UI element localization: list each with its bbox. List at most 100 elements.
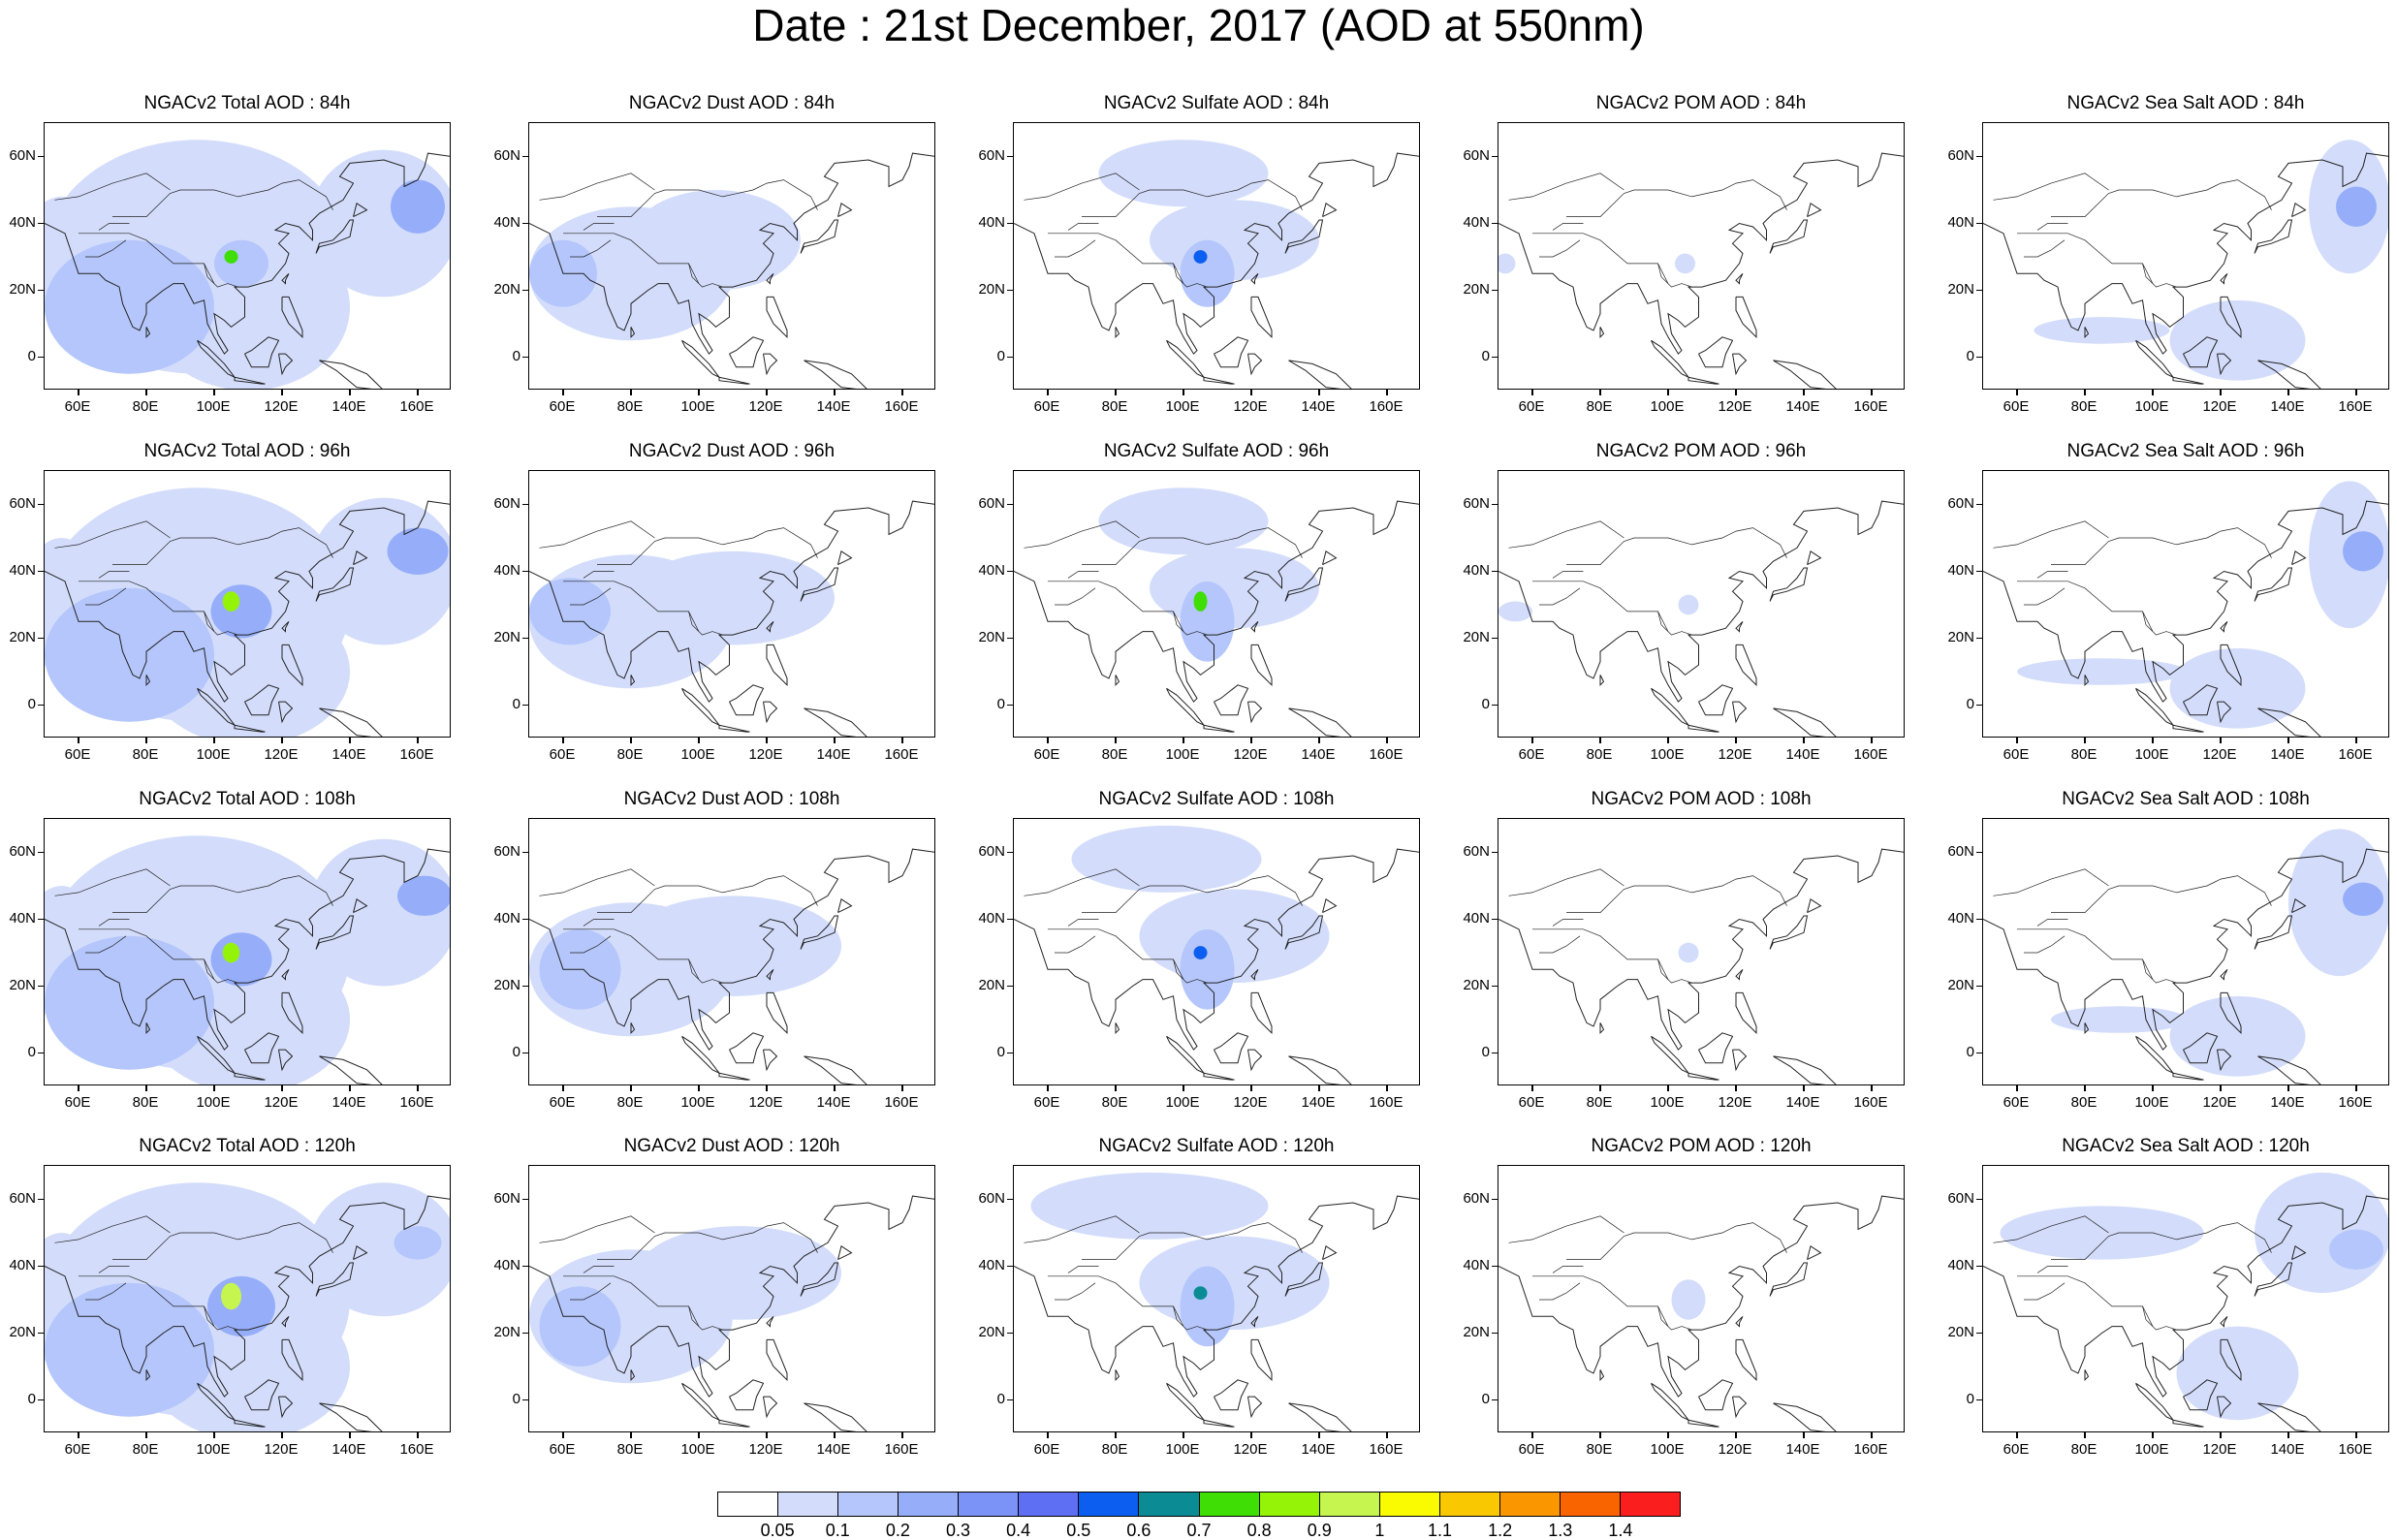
lat-tick-mark — [1007, 918, 1013, 920]
coastline — [1552, 1266, 1584, 1273]
aod-map — [1014, 1172, 1419, 1431]
coastline — [2084, 675, 2090, 687]
colorbar-swatch — [1379, 1493, 1440, 1516]
coastline — [281, 1338, 303, 1381]
lon-tick-mark — [562, 1432, 564, 1438]
lon-tick-mark — [630, 738, 632, 743]
colorbar-swatch — [1259, 1493, 1320, 1516]
lon-tick-mark — [1386, 390, 1388, 395]
panel-title: NGACv2 POM AOD : 108h — [1591, 789, 1812, 809]
lon-tick-mark — [417, 1432, 419, 1438]
coastline — [804, 360, 867, 389]
coastline — [1508, 1215, 1624, 1243]
colorbar-label: 0.7 — [1186, 1521, 1212, 1540]
coastline — [2172, 1419, 2204, 1428]
panel-title: NGACv2 Total AOD : 108h — [139, 789, 356, 809]
lon-tick-mark — [1183, 390, 1184, 395]
coastline — [85, 587, 127, 606]
coastline — [1773, 360, 1837, 389]
coastline — [2051, 1222, 2272, 1260]
lon-tick-mark — [2355, 1085, 2357, 1091]
coastline — [2051, 179, 2272, 217]
lon-tick-mark — [1871, 1085, 1873, 1091]
coastline — [1173, 1305, 1208, 1331]
lon-tick-label: 160E — [1853, 746, 1888, 763]
lon-tick-label: 80E — [1586, 746, 1613, 763]
coastline — [1732, 1396, 1748, 1419]
coastline — [234, 376, 266, 385]
lon-tick-mark — [1667, 1432, 1669, 1438]
aod-region — [146, 223, 350, 389]
coastline — [1732, 701, 1748, 724]
lon-tick-mark — [2016, 390, 2018, 395]
coastline — [1247, 1396, 1263, 1419]
lat-tick-mark — [1007, 1399, 1013, 1400]
coastline — [630, 327, 636, 339]
lon-tick-label: 140E — [816, 398, 851, 415]
coastline — [197, 687, 236, 726]
lon-tick-label: 60E — [1518, 746, 1545, 763]
lon-tick-mark — [1667, 1085, 1669, 1091]
colorbar-swatch — [1079, 1493, 1140, 1516]
lat-tick-label: 0 — [27, 1390, 36, 1407]
coastline — [766, 272, 774, 285]
coastline — [1651, 1382, 1689, 1421]
lat-tick-label: 0 — [512, 1043, 520, 1060]
lat-tick-mark — [1492, 1332, 1498, 1334]
lon-tick-label: 60E — [64, 398, 91, 415]
aod-region — [210, 584, 272, 639]
lon-tick-label: 140E — [331, 746, 366, 763]
lat-tick-label: 40N — [1463, 561, 1490, 579]
coastline — [1735, 1338, 1757, 1381]
coastline — [2135, 339, 2174, 378]
coastline — [2220, 272, 2228, 285]
lat-tick-mark — [522, 1052, 528, 1053]
aod-region — [391, 179, 445, 234]
lat-tick-mark — [1976, 1399, 1982, 1400]
lat-tick-mark — [1976, 155, 1982, 157]
coastline — [1769, 567, 1809, 602]
lon-tick-label: 160E — [399, 398, 434, 415]
coastline — [2135, 687, 2174, 726]
coastline — [278, 353, 294, 376]
lon-tick-mark — [1803, 738, 1805, 743]
lat-tick-mark — [1976, 851, 1982, 853]
lat-tick-label: 40N — [9, 561, 36, 579]
coastline — [570, 587, 612, 606]
aod-region — [1030, 1172, 1269, 1240]
lon-tick-label: 100E — [1650, 1094, 1685, 1111]
lat-tick-label: 60N — [9, 146, 36, 164]
aod-region — [45, 587, 214, 722]
lon-tick-mark — [2084, 738, 2086, 743]
lon-tick-label: 120E — [1718, 1441, 1752, 1458]
coastline — [278, 1396, 294, 1419]
coastline — [763, 1396, 778, 1419]
map-plot-area — [44, 470, 451, 738]
coastline — [1055, 587, 1096, 606]
lon-tick-mark — [1531, 1432, 1533, 1438]
coastline — [1214, 336, 1249, 368]
map-plot-area — [1498, 1165, 1905, 1432]
lon-tick-label: 160E — [2338, 746, 2373, 763]
lat-tick-mark — [1007, 1052, 1013, 1053]
lon-tick-label: 60E — [1518, 1094, 1545, 1111]
lat-tick-mark — [1492, 289, 1498, 291]
coastline — [315, 1262, 355, 1297]
aod-region — [221, 1282, 241, 1310]
aod-region — [2169, 647, 2306, 729]
coastline — [1115, 1022, 1120, 1035]
colorbar-label: 1.3 — [1548, 1521, 1573, 1540]
coastline — [2024, 1282, 2066, 1301]
aod-region — [1098, 487, 1269, 555]
lon-tick-mark — [417, 1085, 419, 1091]
lon-tick-mark — [2355, 1432, 2357, 1438]
coastline — [1082, 179, 1303, 217]
coastline — [688, 1305, 723, 1331]
lat-tick-mark — [1492, 503, 1498, 505]
lon-tick-mark — [1183, 738, 1184, 743]
coastline — [2254, 219, 2293, 254]
coastline — [98, 1266, 130, 1273]
coastline — [2051, 527, 2272, 565]
coastline — [1203, 1419, 1235, 1428]
aod-region — [2288, 829, 2388, 977]
